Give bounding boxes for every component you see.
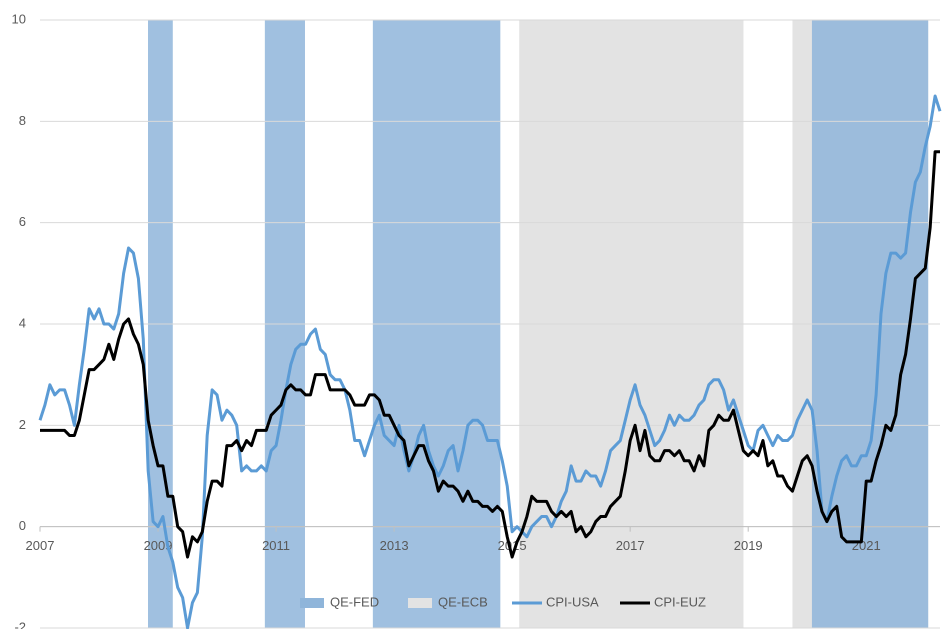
- legend-swatch: [408, 598, 432, 608]
- y-tick-label: 8: [19, 113, 26, 128]
- x-tick-label: 2009: [144, 538, 173, 553]
- x-tick-label: 2013: [380, 538, 409, 553]
- x-tick-label: 2015: [498, 538, 527, 553]
- y-tick-label: 6: [19, 214, 26, 229]
- legend-label: QE-ECB: [438, 594, 488, 609]
- legend-swatch: [300, 598, 324, 608]
- x-tick-label: 2021: [852, 538, 881, 553]
- x-tick-label: 2011: [262, 538, 290, 553]
- legend-label: CPI-EUZ: [654, 594, 706, 609]
- legend-label: QE-FED: [330, 594, 379, 609]
- y-tick-label: 0: [19, 518, 26, 533]
- data-line: [38, 94, 942, 630]
- y-tick-label: -2: [14, 619, 26, 629]
- x-tick-label: 2007: [26, 538, 55, 553]
- legend-label: CPI-USA: [546, 594, 599, 609]
- y-tick-label: 4: [19, 315, 26, 330]
- x-tick-label: 2017: [616, 538, 645, 553]
- y-tick-label: 2: [19, 417, 26, 432]
- x-tick-label: 2019: [734, 538, 763, 553]
- y-tick-label: 10: [12, 11, 26, 26]
- data-line: [40, 150, 940, 559]
